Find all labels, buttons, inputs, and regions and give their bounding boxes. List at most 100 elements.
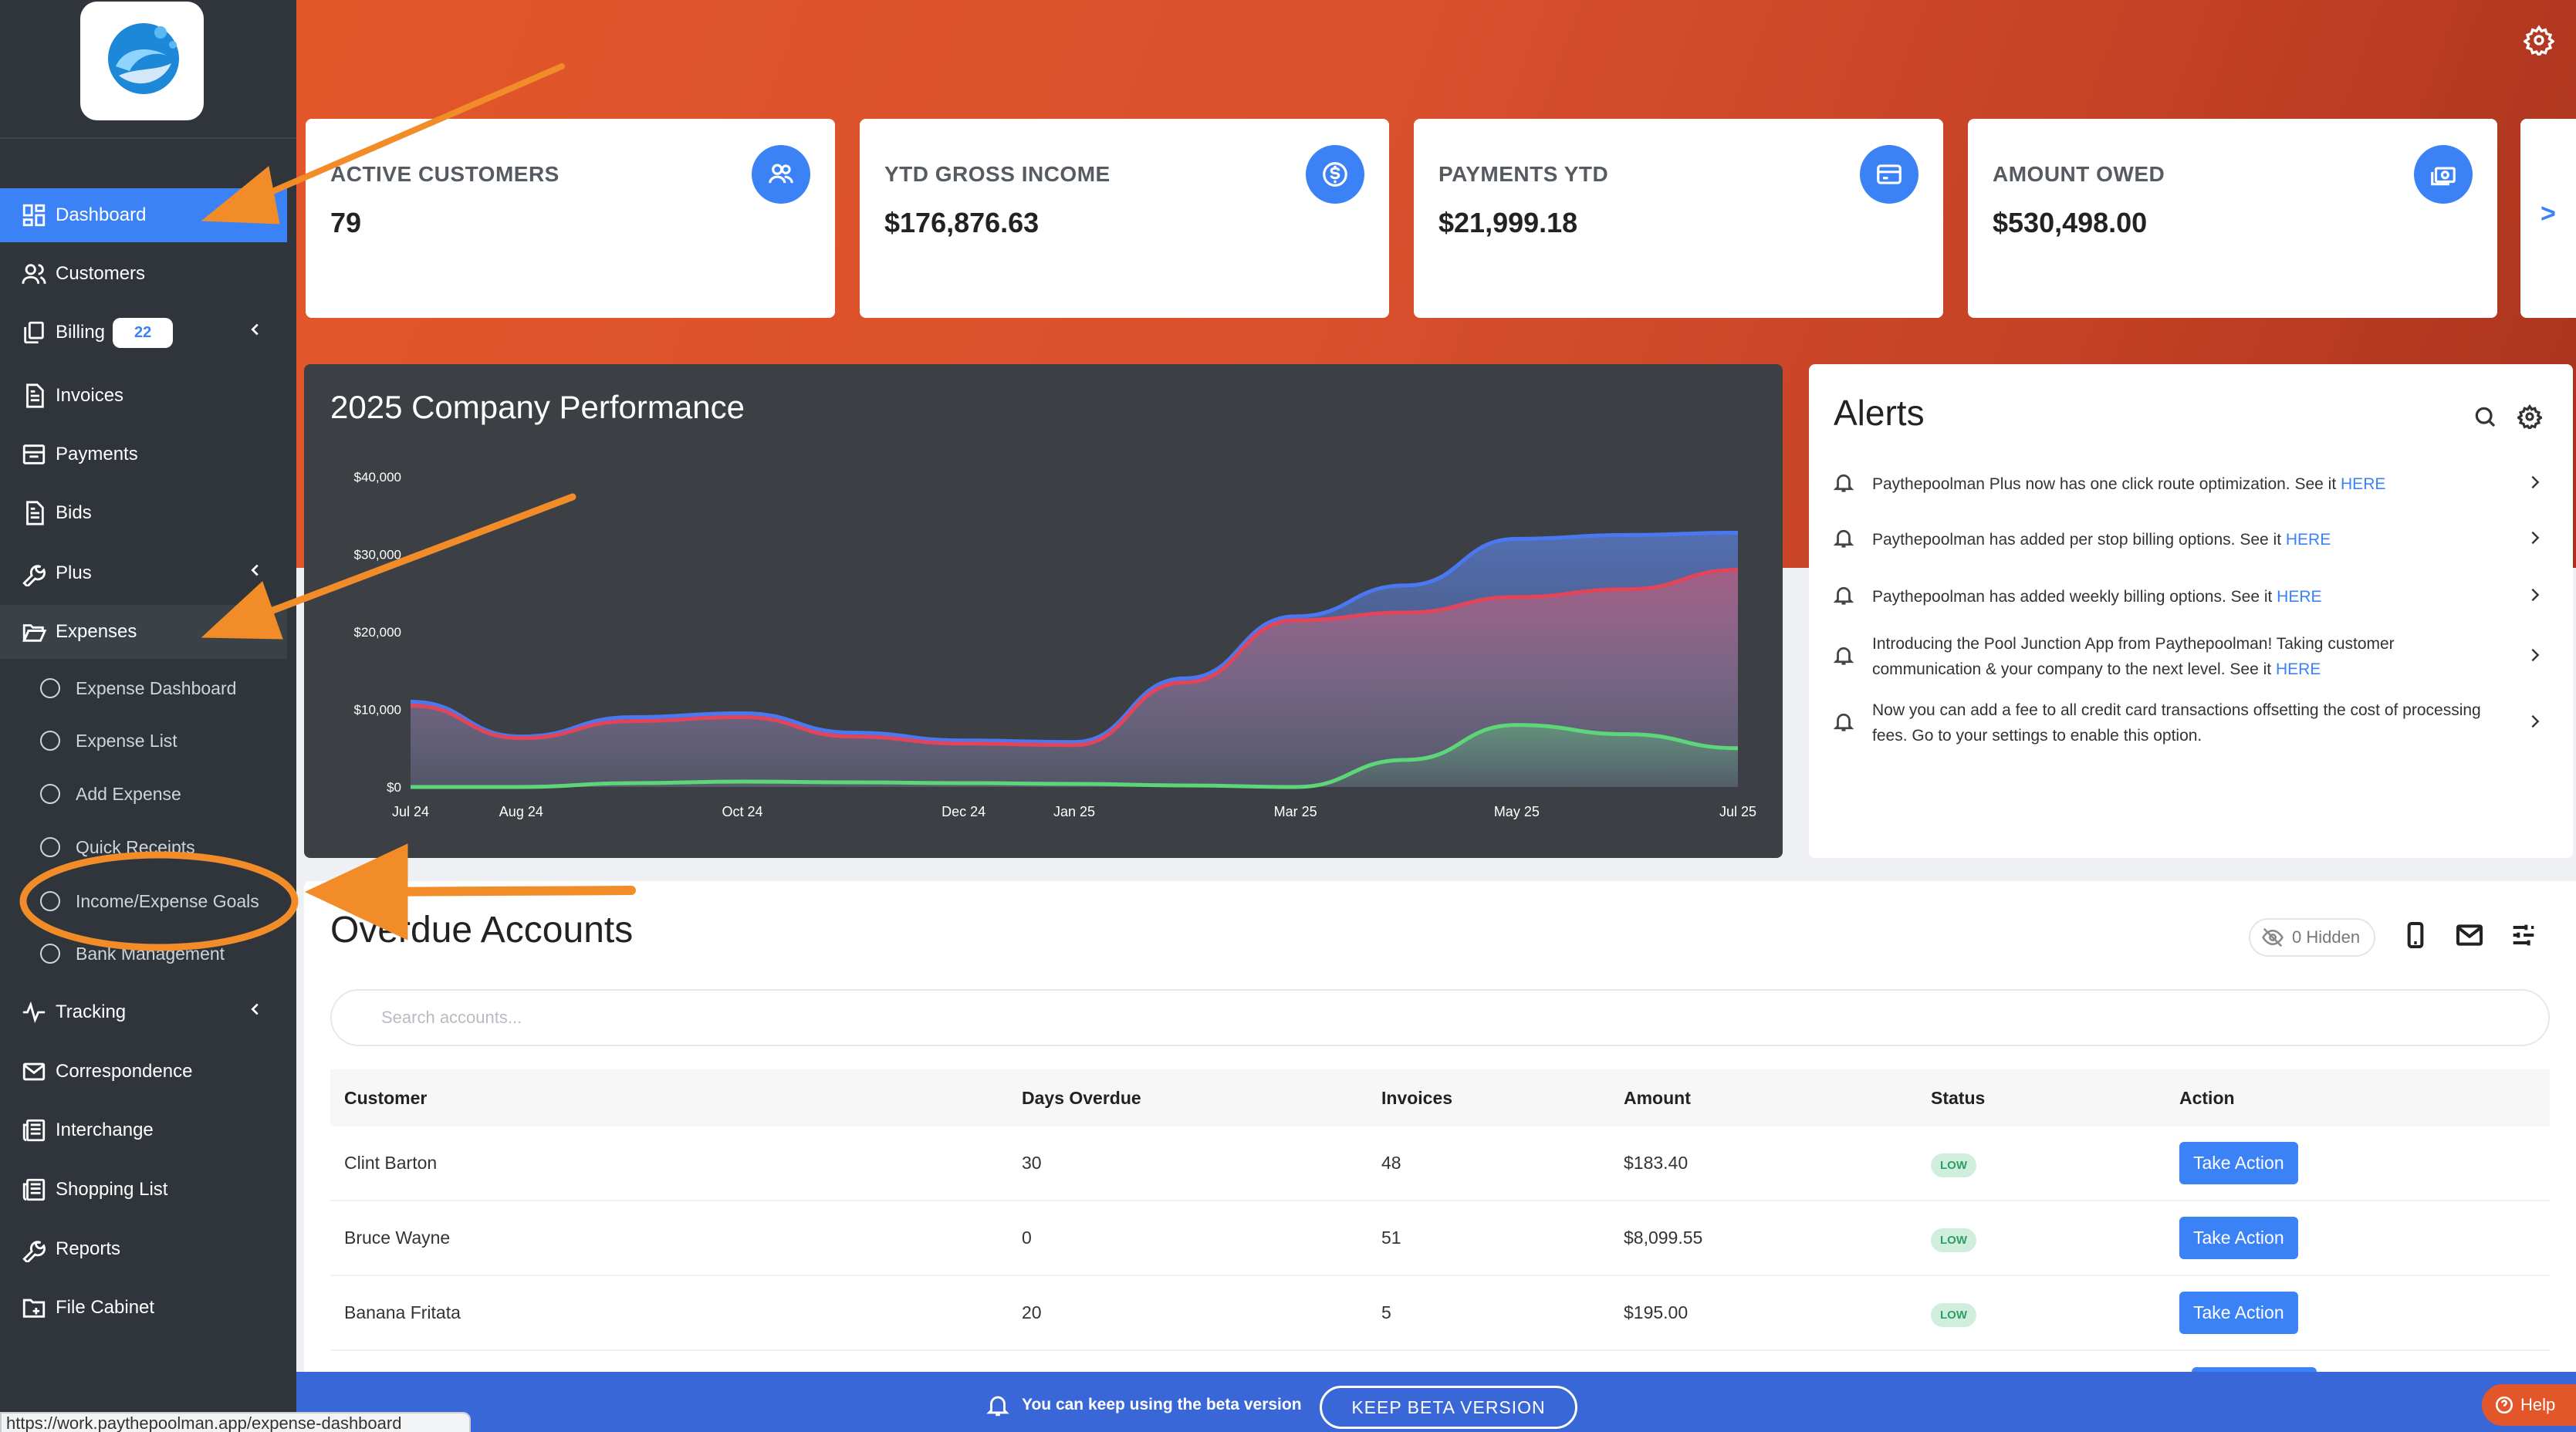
y-tick-label: $30,000 bbox=[354, 548, 401, 562]
stat-card-next[interactable]: > bbox=[2520, 119, 2576, 318]
sidebar-item-bids[interactable]: Bids bbox=[0, 486, 287, 540]
alert-item[interactable]: Paythepoolman has added weekly billing o… bbox=[1832, 583, 2557, 610]
alert-item[interactable]: Introducing the Pool Junction App from P… bbox=[1832, 631, 2557, 682]
sidebar-item-interchange[interactable]: Interchange bbox=[0, 1103, 287, 1157]
bell-icon bbox=[1832, 583, 1858, 610]
sliders-icon[interactable] bbox=[2508, 920, 2544, 955]
subnav-quick-receipts[interactable]: Quick Receipts bbox=[40, 826, 195, 869]
next-arrow-icon[interactable]: > bbox=[2541, 199, 2556, 228]
sidebar: Dashboard Customers Billing 22 Invoices … bbox=[0, 0, 296, 1432]
column-header[interactable]: Amount bbox=[1624, 1087, 1691, 1108]
subnav-income-expense-goals[interactable]: Income/Expense Goals bbox=[40, 880, 259, 923]
take-action-button[interactable]: Take Action bbox=[2179, 1292, 2298, 1334]
table-row[interactable]: Clint Barton 30 48 $183.40 LOW Take Acti… bbox=[330, 1126, 2550, 1201]
circle-icon bbox=[40, 891, 60, 911]
sidebar-item-plus[interactable]: Plus bbox=[0, 546, 287, 600]
stat-card-payments-ytd[interactable]: PAYMENTS YTD $21,999.18 bbox=[1414, 119, 1943, 318]
alert-link[interactable]: HERE bbox=[2277, 587, 2322, 606]
alert-link[interactable]: HERE bbox=[2285, 530, 2331, 549]
chevron-right-icon[interactable] bbox=[2527, 645, 2545, 668]
bell-icon bbox=[1832, 643, 1858, 670]
sidebar-item-shopping-list[interactable]: Shopping List bbox=[0, 1163, 287, 1217]
app-logo[interactable] bbox=[80, 2, 204, 120]
take-action-button[interactable]: Take Action bbox=[2179, 1217, 2298, 1259]
activity-icon bbox=[20, 998, 48, 1026]
status-url: https://work.paythepoolman.app/expense-d… bbox=[0, 1412, 471, 1432]
column-header[interactable]: Status bbox=[1931, 1087, 1986, 1108]
stat-card-active-customers[interactable]: ACTIVE CUSTOMERS 79 bbox=[306, 119, 835, 318]
alert-item[interactable]: Paythepoolman has added per stop billing… bbox=[1832, 526, 2557, 552]
search-icon[interactable] bbox=[2473, 404, 2500, 432]
dollar-icon bbox=[1306, 145, 1364, 204]
stat-card-amount-owed[interactable]: AMOUNT OWED $530,498.00 bbox=[1968, 119, 2497, 318]
take-action-button[interactable]: Take Action bbox=[2179, 1142, 2298, 1184]
subnav-expense-list[interactable]: Expense List bbox=[40, 719, 177, 762]
series-line[interactable] bbox=[410, 530, 1739, 745]
chevron-right-icon[interactable] bbox=[2527, 528, 2545, 551]
cash-icon bbox=[2414, 145, 2473, 204]
days-cell: 0 bbox=[1022, 1228, 1032, 1248]
series-line[interactable] bbox=[410, 723, 1739, 789]
sidebar-item-label: Payments bbox=[56, 444, 138, 464]
alert-item[interactable]: Now you can add a fee to all credit card… bbox=[1832, 697, 2557, 748]
table-row[interactable]: Banana Fritata 20 5 $195.00 LOW Take Act… bbox=[330, 1276, 2550, 1351]
sidebar-item-customers[interactable]: Customers bbox=[0, 247, 287, 301]
column-header[interactable]: Invoices bbox=[1381, 1087, 1453, 1108]
circle-icon bbox=[40, 731, 60, 751]
column-header[interactable]: Days Overdue bbox=[1022, 1087, 1141, 1108]
keep-beta-button[interactable]: KEEP BETA VERSION bbox=[1320, 1386, 1577, 1429]
subnav-bank-management[interactable]: Bank Management bbox=[40, 932, 225, 975]
chevron-left-icon[interactable] bbox=[247, 321, 267, 344]
status-cell: LOW bbox=[1931, 1302, 2179, 1327]
chevron-right-icon[interactable] bbox=[2527, 472, 2545, 495]
alert-text: Introducing the Pool Junction App from P… bbox=[1872, 631, 2505, 682]
chart-title: 2025 Company Performance bbox=[330, 389, 745, 425]
customer-cell: Bruce Wayne bbox=[344, 1228, 451, 1248]
sidebar-item-expenses[interactable]: Expenses bbox=[0, 605, 287, 659]
sidebar-item-payments[interactable]: Payments bbox=[0, 427, 287, 481]
x-tick-label: Dec 24 bbox=[941, 804, 985, 819]
sidebar-item-reports[interactable]: Reports bbox=[0, 1222, 287, 1276]
y-tick-label: $40,000 bbox=[354, 470, 401, 485]
table-row[interactable]: Bruce Wayne 0 51 $8,099.55 LOW Take Acti… bbox=[330, 1201, 2550, 1276]
chevron-right-icon[interactable] bbox=[2527, 711, 2545, 735]
subnav-label: Expense List bbox=[76, 730, 177, 751]
sidebar-item-tracking[interactable]: Tracking bbox=[0, 985, 287, 1039]
alert-message: Paythepoolman has added per stop billing… bbox=[1872, 530, 2286, 549]
mail-icon[interactable] bbox=[2454, 920, 2490, 955]
sidebar-item-label: Reports bbox=[56, 1238, 121, 1259]
amount-cell: $8,099.55 bbox=[1624, 1228, 1703, 1248]
sidebar-item-invoices[interactable]: Invoices bbox=[0, 369, 287, 423]
chevron-left-icon[interactable] bbox=[247, 562, 267, 585]
alert-link[interactable]: HERE bbox=[2275, 660, 2321, 678]
mobile-icon[interactable] bbox=[2400, 920, 2436, 955]
alert-link[interactable]: HERE bbox=[2341, 475, 2386, 493]
hidden-count: 0 Hidden bbox=[2292, 927, 2361, 947]
subnav-add-expense[interactable]: Add Expense bbox=[40, 772, 181, 816]
alert-text: Now you can add a fee to all credit card… bbox=[1872, 701, 2481, 745]
subnav-expense-dashboard[interactable]: Expense Dashboard bbox=[40, 667, 236, 710]
sidebar-item-dashboard[interactable]: Dashboard bbox=[0, 188, 287, 242]
search-accounts-input[interactable] bbox=[330, 989, 2550, 1046]
billing-count-badge: 22 bbox=[113, 317, 174, 348]
chevron-right-icon[interactable] bbox=[2527, 585, 2545, 608]
sidebar-item-label: Invoices bbox=[56, 385, 124, 406]
help-button[interactable]: Help bbox=[2482, 1384, 2576, 1426]
subnav-label: Income/Expense Goals bbox=[76, 890, 259, 911]
sidebar-item-billing[interactable]: Billing 22 bbox=[0, 306, 287, 360]
performance-chart: 2025 Company Performance $0 $10,000 $20,00… bbox=[304, 364, 1783, 858]
status-badge: LOW bbox=[1931, 1303, 1976, 1327]
settings-gear-icon[interactable] bbox=[2522, 25, 2557, 59]
gear-icon[interactable] bbox=[2516, 404, 2545, 432]
alerts-panel: Alerts Paythepoolman Plus now has one cl… bbox=[1809, 364, 2573, 858]
hidden-toggle[interactable]: 0 Hidden bbox=[2249, 918, 2375, 957]
sidebar-item-file-cabinet[interactable]: File Cabinet bbox=[0, 1281, 287, 1335]
chevron-left-icon[interactable] bbox=[247, 1001, 267, 1024]
alert-item[interactable]: Paythepoolman Plus now has one click rou… bbox=[1832, 471, 2557, 497]
subnav-label: Add Expense bbox=[76, 783, 181, 804]
stat-value: $176,876.63 bbox=[884, 207, 1040, 238]
column-header[interactable]: Customer bbox=[344, 1087, 428, 1108]
stat-card-ytd-gross-income[interactable]: YTD GROSS INCOME $176,876.63 bbox=[860, 119, 1389, 318]
series-line[interactable] bbox=[410, 568, 1739, 748]
sidebar-item-correspondence[interactable]: Correspondence bbox=[0, 1045, 287, 1099]
